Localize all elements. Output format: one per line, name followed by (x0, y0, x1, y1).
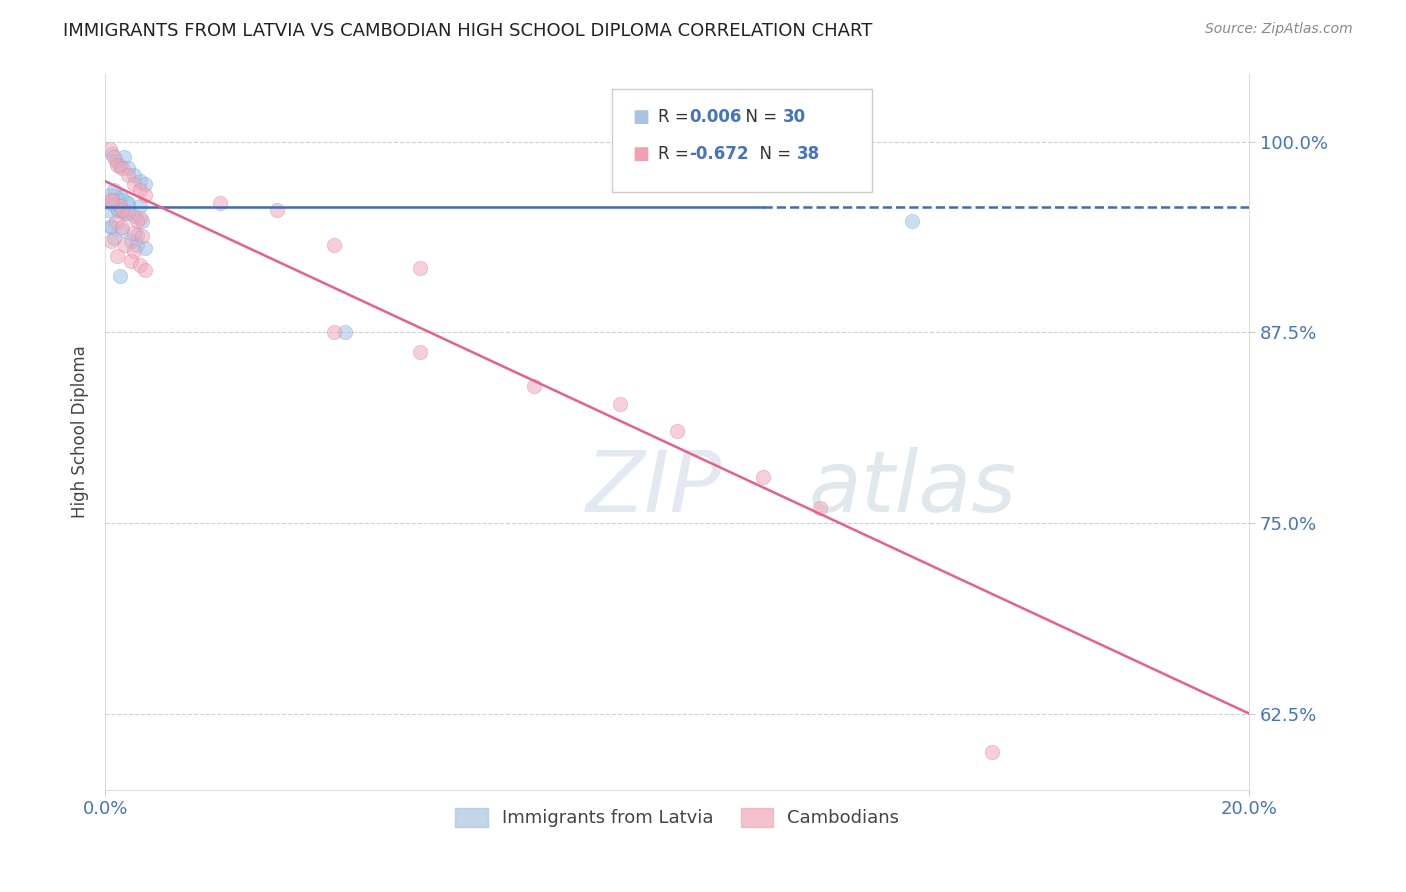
Point (323, 326, 346, 340)
Text: 30: 30 (783, 108, 806, 126)
Text: atlas: atlas (808, 447, 1017, 531)
Point (122, 210, 145, 224)
Point (117, 195, 139, 210)
Point (266, 203, 288, 218)
Point (128, 199, 150, 213)
Point (208, 195, 231, 210)
Point (100, 193, 122, 207)
Point (752, 470, 775, 484)
Point (409, 345, 432, 359)
Point (100, 219, 122, 233)
Point (128, 174, 150, 188)
Point (105, 157, 128, 171)
Text: 38: 38 (797, 145, 820, 163)
Point (409, 261, 432, 276)
Text: ■: ■ (633, 145, 650, 163)
Point (103, 150, 125, 164)
Text: 0.006: 0.006 (689, 108, 741, 126)
Point (101, 146, 124, 161)
Point (103, 231, 125, 245)
Text: ZIP: ZIP (586, 447, 723, 531)
Point (980, 745, 1002, 759)
Point (117, 206, 139, 220)
Legend: Immigrants from Latvia, Cambodians: Immigrants from Latvia, Cambodians (447, 801, 907, 835)
Point (111, 223, 134, 237)
Point (609, 397, 631, 411)
Point (122, 226, 145, 240)
Point (103, 183, 125, 197)
Y-axis label: High School Diploma: High School Diploma (72, 345, 89, 518)
Text: -0.672: -0.672 (689, 145, 748, 163)
Point (134, 178, 156, 192)
Point (111, 199, 134, 213)
Point (111, 220, 134, 235)
Point (131, 214, 153, 228)
Point (100, 195, 122, 210)
Point (523, 378, 546, 392)
Point (104, 154, 127, 169)
Point (104, 215, 127, 229)
Point (808, 500, 831, 515)
Point (134, 188, 156, 202)
Point (120, 253, 142, 268)
Point (108, 199, 131, 213)
Point (117, 161, 139, 175)
Text: N =: N = (749, 145, 797, 163)
Point (114, 206, 136, 220)
Point (107, 203, 129, 218)
Point (100, 234, 122, 248)
Point (131, 229, 153, 244)
Point (128, 211, 150, 225)
Point (128, 183, 150, 197)
Point (122, 244, 145, 259)
Point (323, 238, 346, 252)
Point (98, 142, 121, 156)
Point (125, 214, 148, 228)
Text: IMMIGRANTS FROM LATVIA VS CAMBODIAN HIGH SCHOOL DIPLOMA CORRELATION CHART: IMMIGRANTS FROM LATVIA VS CAMBODIAN HIGH… (63, 22, 873, 40)
Point (100, 220, 122, 235)
Point (112, 150, 135, 164)
Point (122, 178, 145, 192)
Text: N =: N = (735, 108, 783, 126)
Text: R =: R = (658, 145, 695, 163)
Text: R =: R = (658, 108, 695, 126)
Point (108, 268, 131, 283)
Point (128, 258, 150, 272)
Point (105, 249, 128, 263)
Point (666, 425, 689, 439)
Text: ■: ■ (633, 108, 650, 126)
Point (111, 203, 134, 218)
Point (125, 238, 148, 252)
Point (134, 241, 156, 255)
Point (114, 238, 136, 252)
Point (335, 326, 357, 340)
Point (117, 168, 139, 182)
Text: Source: ZipAtlas.com: Source: ZipAtlas.com (1205, 22, 1353, 37)
Point (110, 189, 132, 203)
Point (120, 234, 142, 248)
Point (125, 227, 148, 242)
Point (108, 159, 131, 173)
Point (100, 195, 122, 210)
Point (122, 168, 145, 182)
Point (101, 193, 124, 207)
Point (111, 161, 134, 175)
Point (134, 262, 156, 277)
Point (901, 214, 924, 228)
